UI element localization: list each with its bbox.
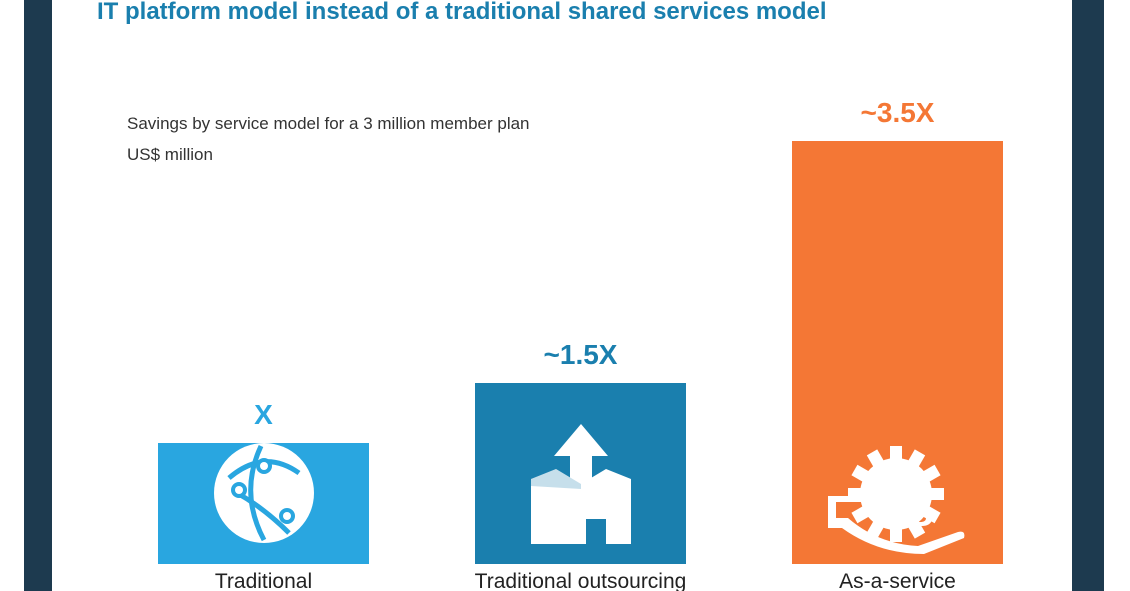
left-border — [24, 0, 52, 591]
right-border — [1072, 0, 1104, 591]
network-globe-icon — [209, 438, 319, 553]
data-label-2: ~1.5X — [543, 338, 618, 370]
box-upload-icon — [526, 424, 636, 559]
chart-title: Savings by service model for a 3 million… — [127, 114, 530, 133]
chart-unit: US$ million — [127, 145, 213, 164]
data-label-1: X — [254, 399, 273, 431]
data-label-3: ~3.5X — [860, 97, 935, 128]
category-label-2: Traditional outsourcing — [474, 570, 687, 591]
hand-gear-icon — [827, 446, 968, 561]
category-label-1: Traditional — [214, 570, 313, 591]
category-label-3: As-a-service — [839, 570, 956, 591]
page-title: IT platform model instead of a tradition… — [97, 0, 827, 25]
